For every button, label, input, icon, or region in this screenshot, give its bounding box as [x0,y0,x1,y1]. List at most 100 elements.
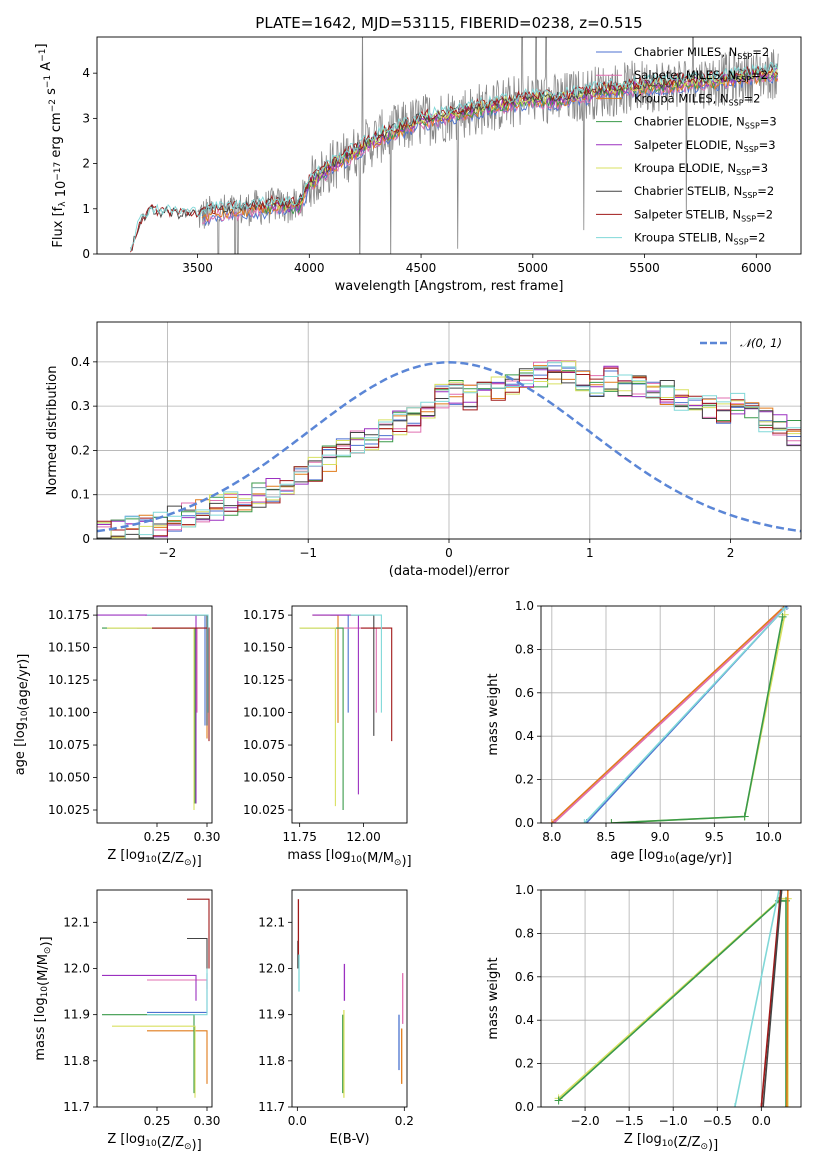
x-tick-label: −1.5 [615,1114,644,1128]
age_vs_mass-panel: 11.75 12.00 10.025 10.050 10.075 10.100 10.125… [243,605,412,869]
kroupa-stelib-line [583,607,786,823]
x-tick-label: 5000 [518,261,549,275]
x-axis-label: Z [log10(Z/Z⊙)] [107,1132,201,1153]
kroupa-stelib-marker [350,614,382,713]
x-tick-label: −1 [299,546,317,560]
y-tick-label: 10.025 [243,803,285,817]
y-tick-label: 1.0 [515,599,534,613]
mass_vs_Z-frame [96,889,213,1108]
y-tick-label: 11.8 [258,1054,285,1068]
mass_weight_vs_Z-frame [540,889,802,1108]
x-tick-label: 0 [445,546,453,560]
salpeter-stelib-line [760,890,782,1107]
x-axis-label: mass [log10(M/M⊙)] [287,848,411,869]
chabrier-elodie-model-line [264,71,779,215]
salpeter-stelib-marker [187,898,210,969]
y-tick-label: 0.6 [515,970,534,984]
y-tick-label: 0.2 [515,1057,534,1071]
y-tick-label: 10.075 [48,738,90,752]
x-tick-label: 9.0 [651,830,670,844]
kroupa-elodie-marker [299,627,336,807]
y-tick-label: 12.1 [258,915,285,929]
y-tick-label: 0.3 [71,399,90,413]
spectrum-panel: 3500 4000 4500 5000 5500 6000 0 1 2 3 4 wavelength … [34,36,802,294]
y-tick-label: 10.125 [48,673,90,687]
residuals-frame [96,321,802,540]
y-axis-label: mass weight [486,673,501,755]
y-tick-label: 10.150 [48,641,90,655]
y-tick-label: 10.175 [48,608,90,622]
x-axis-label: wavelength [Angstrom, rest frame] [335,279,564,294]
salpeter-miles-marker [330,627,377,713]
x-tick-label: −2 [159,546,177,560]
y-tick-label: 3 [82,111,90,125]
y-tick-label: 10.150 [243,641,285,655]
kroupa-miles-marker [147,614,208,739]
kroupa-stelib-histogram [97,362,801,539]
y-tick-label: 0.0 [515,1100,534,1114]
y-tick-label: 10.050 [48,771,90,785]
kroupa-stelib-marker [147,968,208,1016]
figure-title: PLATE=1642, MJD=53115, FIBERID=0238, z=0… [255,14,642,32]
y-tick-label: 0.2 [515,773,534,787]
residuals-plot-area [97,360,801,539]
chabrier-miles-histogram [97,365,801,539]
salpeter-elodie-marker [102,974,197,1001]
salpeter-stelib-marker [361,627,393,742]
y-tick-label: 1.0 [515,883,534,897]
age_vs_Z-frame [96,605,213,824]
age_vs_mass-frame [291,605,408,824]
y-tick-label: 0.4 [515,1013,534,1027]
legend-label: Chabrier STELIB, NSSP=2 [634,184,774,200]
y-tick-label: 0.4 [515,729,534,743]
chabrier-stelib-line [762,890,783,1107]
y-tick-label: 10.100 [243,706,285,720]
y-axis-label: age [log10(age/yr)] [13,654,31,776]
x-axis-label: (data-model)/error [389,564,510,579]
age_vs_Z-panel: 0.25 0.30 10.025 10.050 10.075 10.100 10.125 10… [13,605,220,869]
kroupa-stelib-line [734,890,780,1107]
mass_vs_Z-plot-area [102,898,210,1098]
x-tick-label: 8.5 [596,830,615,844]
x-tick-label: 12.00 [346,830,380,844]
chabrier-miles-marker [147,973,208,1013]
y-tick-label: 10.050 [243,771,285,785]
kroupa-elodie-line [611,614,786,823]
x-tick-label: 2 [727,546,735,560]
kroupa-elodie-marker [107,627,195,810]
spectrum-plot-area [130,37,779,254]
salpeter-elodie-marker [97,614,197,804]
x-tick-label: 11.75 [282,830,316,844]
mass_vs_ebv-plot-area [297,899,404,1098]
x-tick-label: 0.0 [288,1114,307,1128]
y-tick-label: 11.9 [63,1008,90,1022]
y-axis-label: mass weight [486,957,501,1039]
age_vs_Z-plot-area [97,614,210,810]
residuals-panel: −2 −1 0 1 2 0 0.1 0.2 0.3 0.4 (data-model)/error No… [45,321,802,579]
kroupa-stelib-marker [147,614,209,713]
mass_weight_vs_Z-panel: −2.0 −1.5 −1.0 −0.5 0.0 0.0 0.2 0.4 0.6 0.8 1.0 Z [… [486,883,802,1153]
salpeter-miles-marker [147,979,208,990]
mass_weight_vs_age-frame [540,605,802,824]
y-tick-label: 0.8 [515,926,534,940]
kroupa-miles-line [551,606,786,823]
y-tick-label: 2 [82,157,90,171]
legend-label: Kroupa STELIB, NSSP=2 [634,231,765,247]
y-tick-label: 0 [82,247,90,261]
chabrier-stelib-marker [147,614,208,726]
x-tick-label: 0.25 [144,1114,171,1128]
salpeter-stelib-marker [152,627,210,742]
legend-label: Chabrier ELODIE, NSSP=3 [634,115,777,131]
y-tick-label: 0.1 [71,488,90,502]
chabrier-elodie-line [558,900,787,1107]
legend-label: Kroupa MILES, NSSP=2 [634,91,760,107]
kroupa-miles-marker [312,614,339,723]
normal-distribution-curve [97,361,801,533]
y-tick-label: 12.0 [258,961,285,975]
spectrum-legend: Chabrier MILES, NSSP=2 Salpeter MILES, NS… [596,45,777,247]
mass_weight_vs_age-plot-area [547,606,791,823]
spectrum-frame [96,36,802,255]
legend-label: Salpeter STELIB, NSSP=2 [634,207,773,223]
kroupa-elodie-marker [112,1025,196,1098]
x-tick-label: 4000 [294,261,325,275]
